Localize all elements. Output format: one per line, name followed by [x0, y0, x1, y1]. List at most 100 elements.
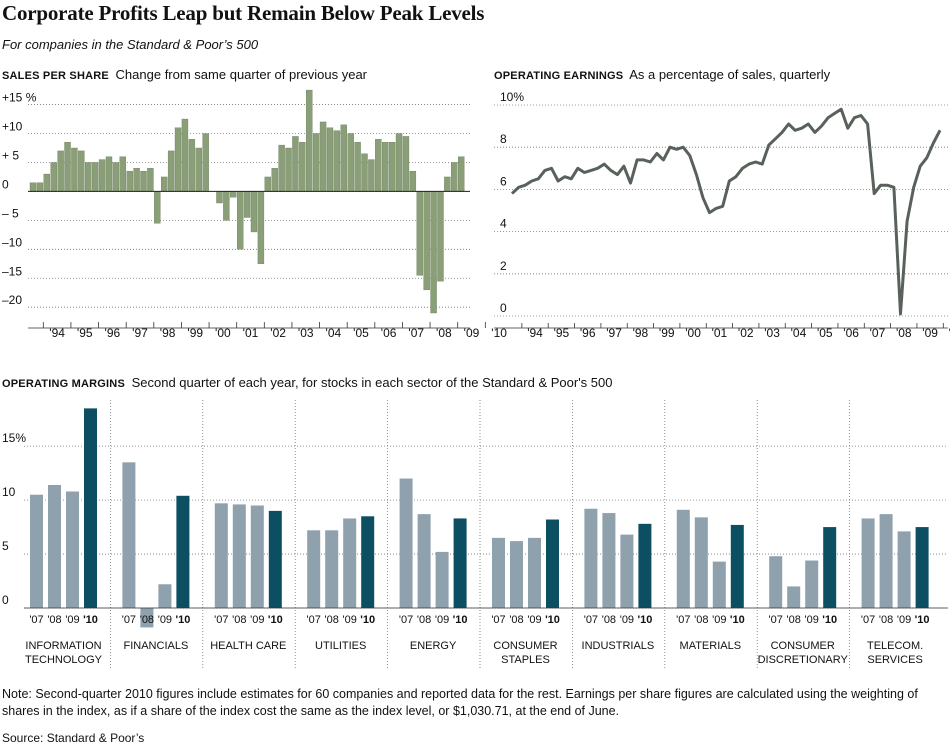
margin-bar [694, 517, 708, 608]
margin-bar [325, 530, 339, 608]
earnings-x-tick-label: '07 [870, 326, 886, 340]
margin-bar [528, 537, 541, 608]
margins-year-label: '08 [140, 614, 154, 626]
margins-year-label: '09 [343, 614, 357, 626]
sales-y-tick-label: 0 [2, 177, 9, 191]
sales-bar [188, 139, 196, 192]
margins-year-label: '08 [325, 614, 339, 626]
margins-year-label: '10 [915, 614, 930, 626]
margin-bar [712, 561, 726, 608]
margins-year-label: '07 [399, 614, 413, 626]
margins-year-label: '09 [250, 614, 264, 626]
sales-bar [126, 170, 133, 192]
sales-per-share-header: SALES PER SHARE Change from same quarter… [2, 67, 367, 82]
margins-year-label: '08 [509, 614, 523, 626]
sales-bar [167, 150, 175, 192]
margins-y-tick-label: 0 [2, 593, 9, 607]
earnings-header-desc: As a percentage of sales, quarterly [629, 67, 831, 82]
margins-year-label: '08 [602, 614, 616, 626]
margins-year-label: '07 [769, 614, 783, 626]
sales-bar [174, 127, 182, 192]
chart-subtitle: For companies in the Standard & Poor’s 5… [2, 37, 259, 52]
margin-bar [602, 513, 616, 608]
margins-year-label: '09 [620, 614, 634, 626]
margins-year-label: '09 [712, 614, 726, 626]
margins-year-label: '08 [232, 614, 246, 626]
margin-bar [84, 408, 97, 608]
margins-year-label: '09 [527, 614, 541, 626]
sales-bar [361, 153, 368, 192]
margin-bar [546, 519, 559, 608]
earnings-x-tick-label: '96 [580, 326, 596, 340]
margins-year-label: '07 [307, 614, 321, 626]
sales-bar [147, 168, 154, 192]
earnings-x-tick-label: '08 [896, 326, 912, 340]
sales-bar [119, 156, 126, 192]
margins-year-label: '08 [787, 614, 801, 626]
margins-sector-label: SERVICES [867, 654, 922, 666]
sales-bar [444, 176, 451, 192]
margins-year-label: '10 [83, 614, 98, 626]
margins-year-label: '10 [268, 614, 283, 626]
sales-bar [437, 191, 444, 282]
margins-year-label: '07 [861, 614, 875, 626]
sales-bar [154, 191, 161, 224]
margin-bar [343, 518, 357, 608]
sales-header-desc: Change from same quarter of previous yea… [115, 67, 368, 82]
margin-bar [399, 478, 413, 608]
earnings-x-tick-label: '95 [554, 326, 570, 340]
sales-x-tick-label: '97 [132, 326, 148, 340]
earnings-header-label: OPERATING EARNINGS [494, 70, 624, 82]
sales-bar [71, 147, 78, 192]
sales-bar [91, 162, 99, 192]
sales-bar [98, 159, 106, 192]
operating-earnings-header: OPERATING EARNINGS As a percentage of sa… [494, 67, 830, 82]
margin-bar [158, 584, 172, 608]
sales-bar [29, 182, 37, 192]
sales-bar [423, 191, 430, 291]
margins-sector-label: TELECOM. [867, 640, 923, 652]
sales-bar [299, 142, 306, 192]
margins-sector-label: ENERGY [410, 640, 457, 652]
sales-x-tick-label: '09 [464, 326, 480, 340]
sales-y-tick-label: + 5 [2, 148, 19, 162]
margins-year-label: '10 [360, 614, 375, 626]
margins-sector-label: UTILITIES [315, 640, 366, 652]
margin-bar [140, 608, 154, 628]
margin-bar [453, 518, 467, 608]
sales-bar [278, 144, 285, 192]
sales-bar [36, 182, 44, 192]
sales-bar [430, 191, 437, 314]
margins-year-label: '09 [65, 614, 79, 626]
sales-bar [85, 162, 92, 192]
sales-x-tick-label: '06 [381, 326, 397, 340]
sales-bar [416, 191, 423, 276]
margins-year-label: '10 [175, 614, 190, 626]
margins-year-label: '07 [122, 614, 136, 626]
margins-sector-label: CONSUMER [493, 640, 557, 652]
sales-bar [354, 142, 361, 192]
margins-y-tick-label: 15% [2, 431, 26, 445]
margins-year-label: '10 [730, 614, 745, 626]
sales-bar [451, 162, 458, 192]
margin-bar [250, 505, 264, 608]
margin-bar [492, 537, 505, 608]
sales-y-tick-label: –20 [2, 293, 22, 307]
margin-bar [30, 494, 43, 608]
sales-bar [388, 142, 396, 192]
margin-bar [66, 491, 79, 608]
sales-x-tick-label: '94 [49, 326, 65, 340]
sales-bar [105, 156, 113, 192]
margin-bar [122, 462, 136, 608]
sales-x-tick-label: '99 [187, 326, 203, 340]
sales-bar [347, 133, 354, 192]
margins-year-label: '10 [637, 614, 652, 626]
margins-year-label: '09 [435, 614, 449, 626]
margins-sector-label: CONSUMER [771, 640, 835, 652]
sales-bar [236, 191, 244, 250]
margins-year-label: '08 [47, 614, 61, 626]
earnings-x-tick-label: '10 [949, 326, 950, 340]
margins-year-label: '10 [545, 614, 560, 626]
sales-y-tick-label: –10 [2, 235, 22, 249]
earnings-x-tick-label: '05 [817, 326, 833, 340]
